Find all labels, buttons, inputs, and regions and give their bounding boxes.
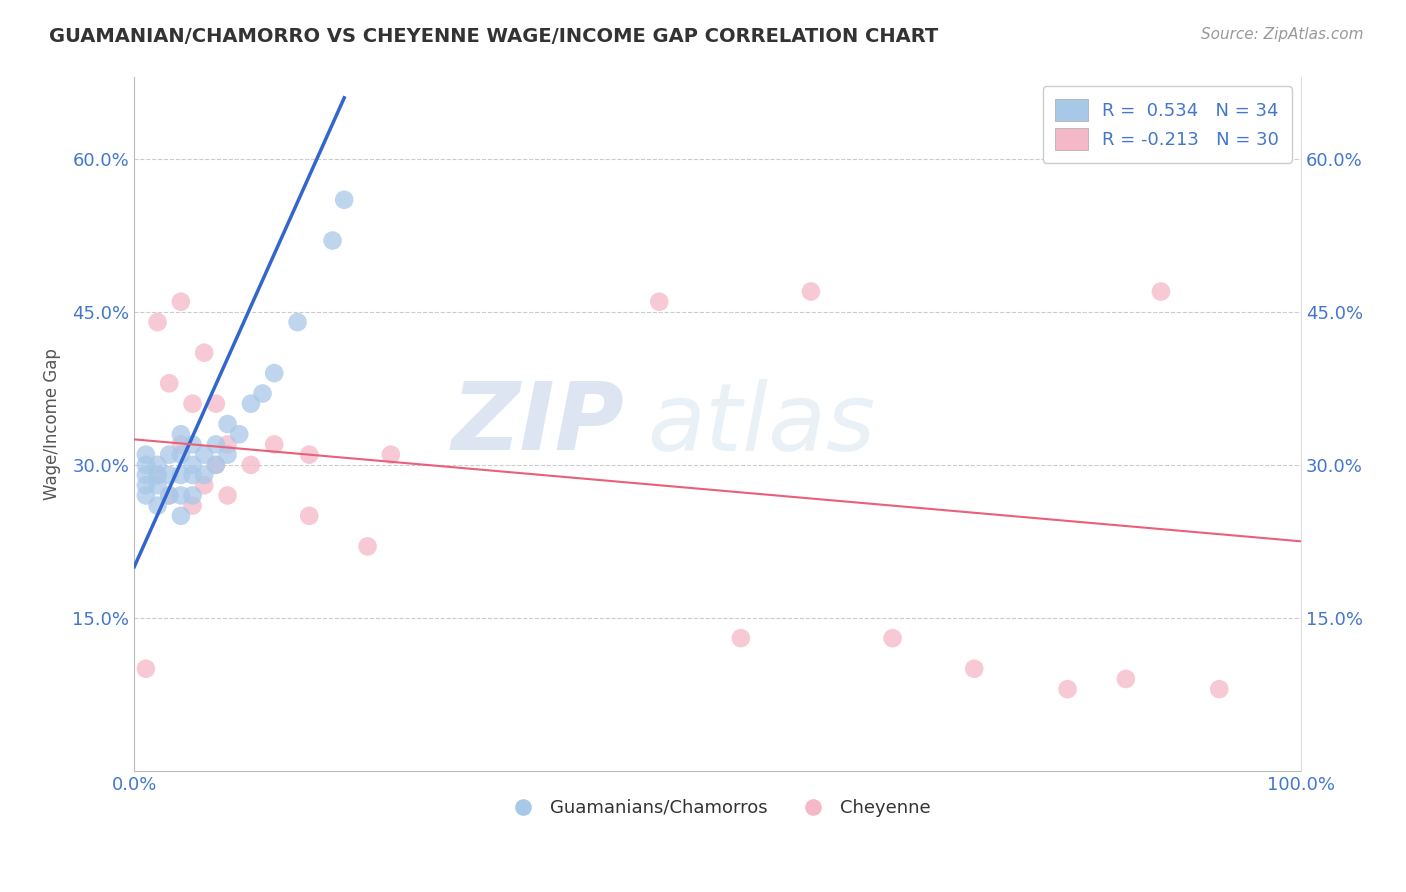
Point bbox=[217, 488, 239, 502]
Point bbox=[205, 458, 228, 472]
Point bbox=[333, 193, 356, 207]
Point bbox=[157, 448, 180, 462]
Point bbox=[135, 488, 157, 502]
Point bbox=[170, 488, 193, 502]
Point bbox=[146, 468, 169, 483]
Point bbox=[181, 397, 204, 411]
Point bbox=[380, 448, 402, 462]
Point bbox=[730, 631, 752, 645]
Point bbox=[648, 294, 671, 309]
Point bbox=[181, 499, 204, 513]
Point bbox=[205, 437, 228, 451]
Point bbox=[298, 448, 321, 462]
Point bbox=[135, 458, 157, 472]
Point bbox=[135, 448, 157, 462]
Point bbox=[217, 448, 239, 462]
Point bbox=[287, 315, 309, 329]
Point bbox=[217, 437, 239, 451]
Point bbox=[135, 478, 157, 492]
Point bbox=[322, 234, 344, 248]
Point bbox=[193, 478, 215, 492]
Point bbox=[193, 468, 215, 483]
Point bbox=[170, 468, 193, 483]
Point bbox=[193, 345, 215, 359]
Point bbox=[157, 488, 180, 502]
Point bbox=[170, 437, 193, 451]
Point bbox=[239, 397, 262, 411]
Point bbox=[170, 448, 193, 462]
Point bbox=[1056, 682, 1078, 697]
Point bbox=[170, 508, 193, 523]
Point bbox=[146, 499, 169, 513]
Point bbox=[239, 458, 262, 472]
Point bbox=[135, 468, 157, 483]
Point bbox=[146, 458, 169, 472]
Point bbox=[963, 662, 986, 676]
Point bbox=[228, 427, 250, 442]
Point bbox=[181, 488, 204, 502]
Point bbox=[356, 540, 378, 554]
Point bbox=[157, 488, 180, 502]
Text: ZIP: ZIP bbox=[451, 378, 624, 470]
Point bbox=[217, 417, 239, 431]
Point bbox=[181, 468, 204, 483]
Point bbox=[1150, 285, 1173, 299]
Point bbox=[1115, 672, 1137, 686]
Point bbox=[181, 437, 204, 451]
Point bbox=[170, 427, 193, 442]
Point bbox=[135, 662, 157, 676]
Point bbox=[800, 285, 823, 299]
Text: atlas: atlas bbox=[648, 378, 876, 469]
Y-axis label: Wage/Income Gap: Wage/Income Gap bbox=[44, 348, 60, 500]
Point bbox=[882, 631, 904, 645]
Point bbox=[157, 376, 180, 391]
Point bbox=[252, 386, 274, 401]
Point bbox=[170, 294, 193, 309]
Point bbox=[181, 458, 204, 472]
Point bbox=[193, 448, 215, 462]
Legend: Guamanians/Chamorros, Cheyenne: Guamanians/Chamorros, Cheyenne bbox=[498, 791, 938, 824]
Text: Source: ZipAtlas.com: Source: ZipAtlas.com bbox=[1201, 27, 1364, 42]
Point bbox=[205, 458, 228, 472]
Point bbox=[298, 508, 321, 523]
Point bbox=[263, 437, 285, 451]
Point bbox=[263, 366, 285, 380]
Point bbox=[205, 397, 228, 411]
Point bbox=[146, 315, 169, 329]
Point bbox=[1208, 682, 1230, 697]
Point bbox=[146, 468, 169, 483]
Point bbox=[146, 478, 169, 492]
Point bbox=[157, 468, 180, 483]
Text: GUAMANIAN/CHAMORRO VS CHEYENNE WAGE/INCOME GAP CORRELATION CHART: GUAMANIAN/CHAMORRO VS CHEYENNE WAGE/INCO… bbox=[49, 27, 938, 45]
